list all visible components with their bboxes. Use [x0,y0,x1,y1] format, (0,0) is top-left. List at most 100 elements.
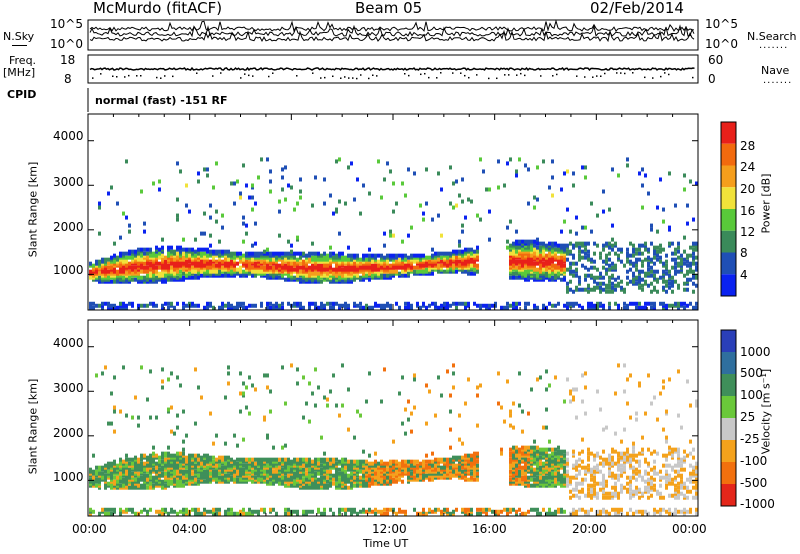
velocity-cell [167,477,170,482]
power-cell [128,261,131,266]
velocity-cell [173,509,176,514]
velocity-cell [344,465,347,470]
power-cell [122,269,125,274]
velocity-cell [281,475,284,480]
velocity-cell [314,457,317,462]
velocity-cell [125,453,128,458]
velocity-cell [302,459,305,464]
velocity-cell [368,509,371,514]
velocity-cell [422,507,425,512]
velocity-cell [116,481,119,486]
power-cell [311,241,314,246]
velocity-cell [467,477,470,482]
power-cell [311,251,314,256]
velocity-cell [440,475,443,480]
power-cell [593,303,596,308]
power-cell [221,259,224,264]
power-cell [206,269,209,274]
velocity-cell [380,461,383,466]
power-cell [611,247,614,252]
velocity-cell [125,479,128,484]
velocity-cell [353,507,356,512]
velocity-cell [518,453,521,458]
power-cell [554,241,557,246]
power-cell [587,241,590,246]
power-cell [407,167,410,172]
power-cell [446,303,449,308]
nave-right-tick-bottom: 0 [708,72,716,86]
power-cell [650,269,653,274]
power-cell [644,247,647,252]
power-cell [593,285,596,290]
power-cell [104,265,107,270]
velocity-cell [449,427,452,432]
power-cell [146,267,149,272]
velocity-cell [128,471,131,476]
power-cell [563,271,566,276]
power-cell [425,201,428,206]
power-cell [368,253,371,258]
velocity-cell [152,453,155,458]
velocity-cell [176,467,179,472]
power-cell [539,273,542,278]
power-cell [191,271,194,276]
velocity-cell [194,481,197,486]
power-cell [101,273,104,278]
power-cell [128,301,131,306]
velocity-cell [509,477,512,482]
power-cell [170,261,173,266]
power-cell [125,255,128,260]
power-cell [173,271,176,276]
power-cell [425,167,428,172]
velocity-cell [395,461,398,466]
power-cell [113,275,116,280]
power-cell [221,225,224,230]
power-cell [524,265,527,270]
velocity-cell [326,403,329,408]
power-cell [170,257,173,262]
power-cell [251,265,254,270]
power-cell [545,259,548,264]
velocity-cell [149,459,152,464]
velocity-cell [254,477,257,482]
power-cell [359,261,362,266]
power-cell [518,301,521,306]
velocity-cell [371,475,374,480]
power-cell [251,269,254,274]
power-cell [662,207,665,212]
power-cell [356,267,359,272]
velocity-cell [164,459,167,464]
power-cell [146,255,149,260]
velocity-cell [248,467,251,472]
power-cell [605,289,608,294]
velocity-cell [167,457,170,462]
velocity-cell [395,469,398,474]
noise-trace [89,29,695,43]
power-cell [317,257,320,262]
velocity-cell [476,423,479,428]
velocity-cell [212,461,215,466]
power-cell [125,251,128,256]
power-cell [266,259,269,264]
velocity-cell [227,455,230,460]
power-cell [245,269,248,274]
velocity-cell [452,461,455,466]
power-cell [119,271,122,276]
power-cell [653,255,656,260]
power-cell [230,305,233,310]
velocity-cell [146,485,149,490]
power-cell [419,271,422,276]
velocity-cell [194,459,197,464]
power-cell [458,265,461,270]
power-cell [248,271,251,276]
power-cell [380,265,383,270]
velocity-cell [224,511,227,516]
power-cell [509,251,512,256]
power-cell [506,305,509,310]
velocity-cell [197,463,200,468]
power-cell [686,271,689,276]
power-cell [365,259,368,264]
power-cell [155,279,158,284]
velocity-cell [410,477,413,482]
velocity-cell [251,475,254,480]
